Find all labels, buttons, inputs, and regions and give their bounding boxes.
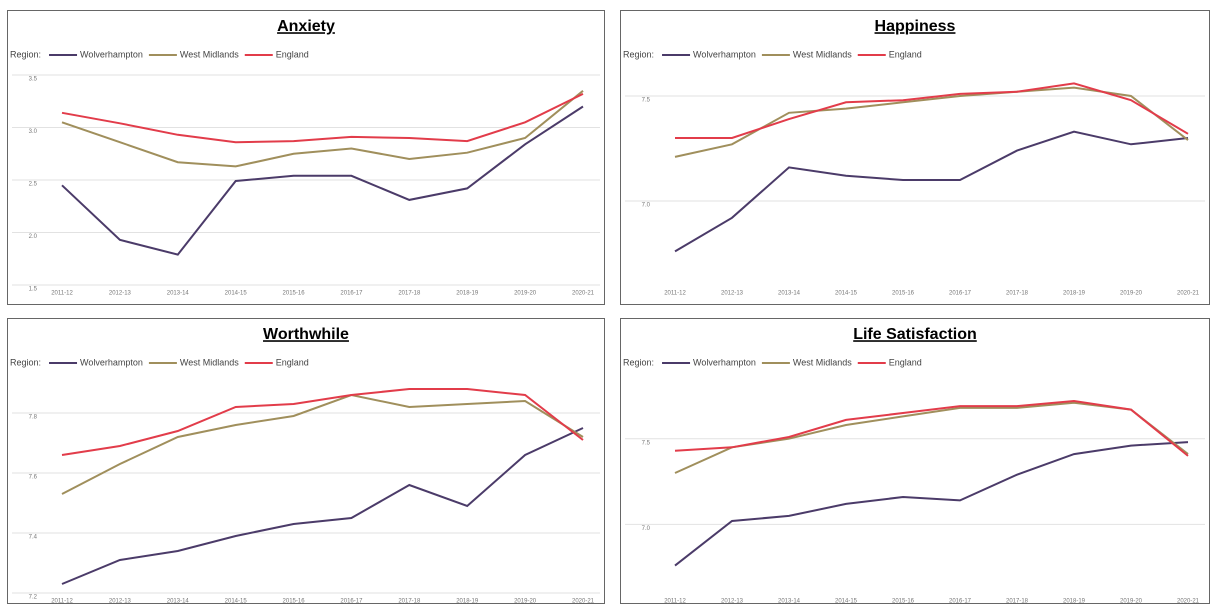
legend-label: West Midlands [793, 357, 852, 367]
x-tick-label: 2013-14 [167, 599, 190, 605]
x-tick-label: 2014-15 [225, 291, 248, 297]
series-line [61, 427, 584, 585]
y-tick-label: 3.5 [29, 77, 38, 83]
x-tick-label: 2015-16 [892, 599, 915, 605]
x-tick-label: 2020-21 [1177, 599, 1200, 605]
y-tick-label: 7.2 [29, 595, 38, 601]
y-tick-label: 7.4 [29, 535, 38, 541]
legend-label: England [889, 357, 922, 367]
series-line [61, 388, 584, 456]
x-tick-label: 2018-19 [456, 599, 479, 605]
x-tick-label: 2011-12 [664, 599, 686, 605]
x-tick-label: 2015-16 [283, 291, 306, 297]
x-tick-label: 2017-18 [398, 291, 421, 297]
x-tick-label: 2011-12 [664, 291, 686, 297]
panel-frame [7, 318, 605, 604]
x-tick-label: 2015-16 [892, 291, 915, 297]
panel-frame [7, 10, 605, 305]
legend-label: Wolverhampton [80, 49, 143, 59]
x-tick-label: 2016-17 [949, 599, 972, 605]
x-tick-label: 2019-20 [1120, 599, 1143, 605]
x-tick-label: 2017-18 [398, 599, 421, 605]
x-tick-label: 2011-12 [51, 599, 73, 605]
x-tick-label: 2011-12 [51, 291, 73, 297]
x-tick-label: 2012-13 [721, 599, 744, 605]
legend-label: Wolverhampton [693, 49, 756, 59]
series-line [674, 399, 1189, 457]
y-tick-label: 7.0 [642, 203, 651, 209]
y-tick-label: 7.5 [642, 98, 651, 104]
x-tick-label: 2019-20 [514, 291, 537, 297]
series-line [61, 90, 584, 168]
y-tick-label: 1.5 [29, 287, 38, 293]
y-tick-label: 2.0 [29, 234, 38, 240]
series-line [61, 393, 584, 495]
series-line [61, 105, 584, 256]
x-tick-label: 2016-17 [949, 291, 972, 297]
x-tick-label: 2020-21 [572, 291, 595, 297]
chart-title: Happiness [875, 18, 956, 35]
y-tick-label: 3.0 [29, 129, 38, 135]
legend-label: England [889, 49, 922, 59]
x-tick-label: 2013-14 [778, 599, 801, 605]
x-tick-label: 2020-21 [1177, 291, 1200, 297]
x-tick-label: 2020-21 [572, 599, 595, 605]
y-tick-label: 2.5 [29, 182, 38, 188]
x-tick-label: 2019-20 [1120, 291, 1143, 297]
series-line [674, 130, 1189, 253]
x-tick-label: 2012-13 [109, 599, 132, 605]
x-tick-label: 2018-19 [1063, 291, 1086, 297]
x-tick-label: 2017-18 [1006, 599, 1029, 605]
legend-title: Region: [623, 357, 654, 367]
chart-title: Worthwhile [263, 326, 349, 343]
x-tick-label: 2012-13 [721, 291, 744, 297]
x-tick-label: 2012-13 [109, 291, 132, 297]
x-tick-label: 2019-20 [514, 599, 537, 605]
series-line [61, 93, 584, 144]
chart-title: Anxiety [277, 18, 335, 35]
legend-label: Wolverhampton [693, 357, 756, 367]
x-tick-label: 2013-14 [778, 291, 801, 297]
x-tick-label: 2018-19 [1063, 599, 1086, 605]
x-tick-label: 2014-15 [225, 599, 248, 605]
panel-frame [620, 318, 1210, 604]
x-tick-label: 2017-18 [1006, 291, 1029, 297]
x-tick-label: 2016-17 [340, 291, 363, 297]
panel-frame [620, 10, 1210, 305]
legend-label: Wolverhampton [80, 357, 143, 367]
legend-label: England [276, 357, 309, 367]
x-tick-label: 2013-14 [167, 291, 190, 297]
legend-title: Region: [623, 49, 654, 59]
chart-title: Life Satisfaction [853, 326, 977, 343]
y-tick-label: 7.0 [642, 526, 651, 532]
x-tick-label: 2014-15 [835, 599, 858, 605]
x-tick-label: 2016-17 [340, 599, 363, 605]
x-tick-label: 2018-19 [456, 291, 479, 297]
y-tick-label: 7.6 [29, 475, 38, 481]
series-line [675, 82, 1189, 139]
legend-label: West Midlands [793, 49, 852, 59]
legend-label: West Midlands [180, 357, 239, 367]
series-line [674, 441, 1189, 567]
legend-label: England [276, 49, 309, 59]
y-tick-label: 7.8 [29, 415, 38, 421]
legend-title: Region: [10, 357, 41, 367]
legend-title: Region: [10, 49, 41, 59]
x-tick-label: 2014-15 [835, 291, 858, 297]
legend-label: West Midlands [180, 49, 239, 59]
y-tick-label: 7.5 [642, 440, 651, 446]
x-tick-label: 2015-16 [283, 599, 306, 605]
